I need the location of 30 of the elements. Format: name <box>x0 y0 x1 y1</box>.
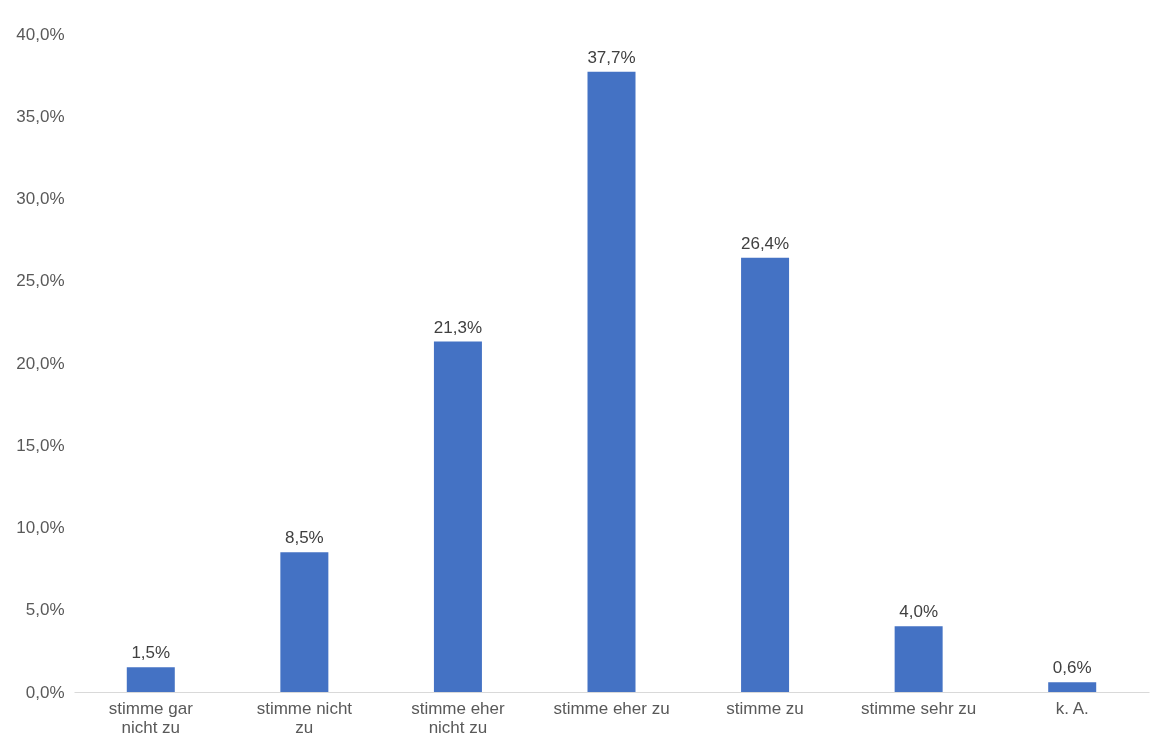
data-label: 26,4% <box>740 233 790 253</box>
data-label: 21,3% <box>433 317 483 337</box>
data-label: 0,6% <box>1052 658 1092 678</box>
x-tick-label: stimme sehr zu <box>861 698 977 718</box>
x-tick-label: stimme eher nicht zu <box>411 698 506 737</box>
data-label: 37,7% <box>587 47 636 67</box>
y-tick-label: 25,0% <box>16 271 65 291</box>
x-tick-label: stimme eher zu <box>553 698 670 718</box>
data-label: 4,0% <box>899 602 939 622</box>
data-label: 1,5% <box>131 643 171 663</box>
x-tick-label: stimme zu <box>726 698 804 718</box>
x-tick-label: stimme gar nicht zu <box>108 698 194 737</box>
bar <box>433 341 482 692</box>
y-tick-label: 10,0% <box>16 518 65 537</box>
bar <box>126 667 175 692</box>
y-tick-label: 0,0% <box>25 682 65 702</box>
y-tick-label: 30,0% <box>16 189 65 208</box>
y-tick-label: 35,0% <box>16 106 65 126</box>
y-tick-label: 5,0% <box>25 600 65 620</box>
x-tick-label: k. A. <box>1055 698 1089 718</box>
bar <box>587 71 636 692</box>
x-tick-label: stimme nicht zu <box>256 698 353 737</box>
y-tick-label: 20,0% <box>16 353 65 373</box>
bar <box>280 552 329 692</box>
y-tick-label: 15,0% <box>16 435 65 455</box>
y-tick-label: 40,0% <box>16 24 65 44</box>
bar <box>1048 682 1097 692</box>
bar <box>894 626 943 692</box>
bar <box>741 257 790 692</box>
data-label: 8,5% <box>284 528 324 548</box>
